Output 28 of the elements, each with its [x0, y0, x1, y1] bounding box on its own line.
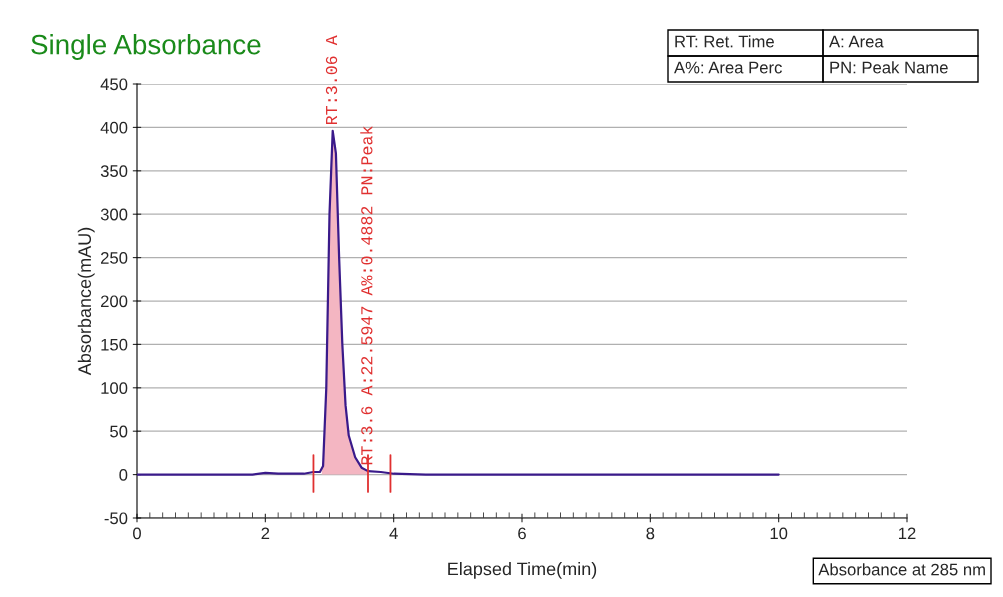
text: A: Area [829, 35, 884, 48]
y-tick-label: 150 [101, 338, 128, 351]
annotation: RT:3.06 A [325, 35, 338, 124]
x-tick-label: 6 [518, 527, 526, 540]
text: RT: Ret. Time [675, 35, 774, 48]
x-tick-label: 12 [899, 527, 916, 540]
x-tick-label: 8 [646, 527, 655, 540]
x-axis-title: Elapsed Time(min) [448, 562, 597, 579]
x-tick-label: 2 [261, 527, 270, 540]
y-tick-label: 300 [100, 208, 128, 221]
y-tick-label: 50 [110, 425, 128, 438]
text: PN: Peak Name [830, 61, 948, 74]
x-tick-label: 10 [770, 527, 788, 540]
text: Absorbance at 285 nm [818, 563, 985, 576]
y-axis-title: Absorbance(mAU) [77, 227, 95, 376]
y-tick-label: 400 [100, 121, 128, 134]
y-tick-label: 450 [100, 78, 128, 91]
x-tick-label: 0 [133, 527, 141, 540]
x-tick-label: 4 [389, 527, 398, 540]
y-tick-label: 100 [101, 382, 128, 394]
y-tick-label: 250 [101, 252, 128, 264]
y-tick-label: 200 [101, 295, 128, 308]
annotation: RT:3.6 A:22.5947 A%:0.4882 PN:Peak [360, 126, 373, 465]
y-tick-label: -50 [104, 512, 128, 525]
chart-title: Single Absorbance [31, 34, 261, 60]
y-tick-label: 350 [100, 165, 128, 177]
text: A%: Area Perc [674, 61, 782, 74]
y-tick-label: 0 [119, 469, 128, 481]
